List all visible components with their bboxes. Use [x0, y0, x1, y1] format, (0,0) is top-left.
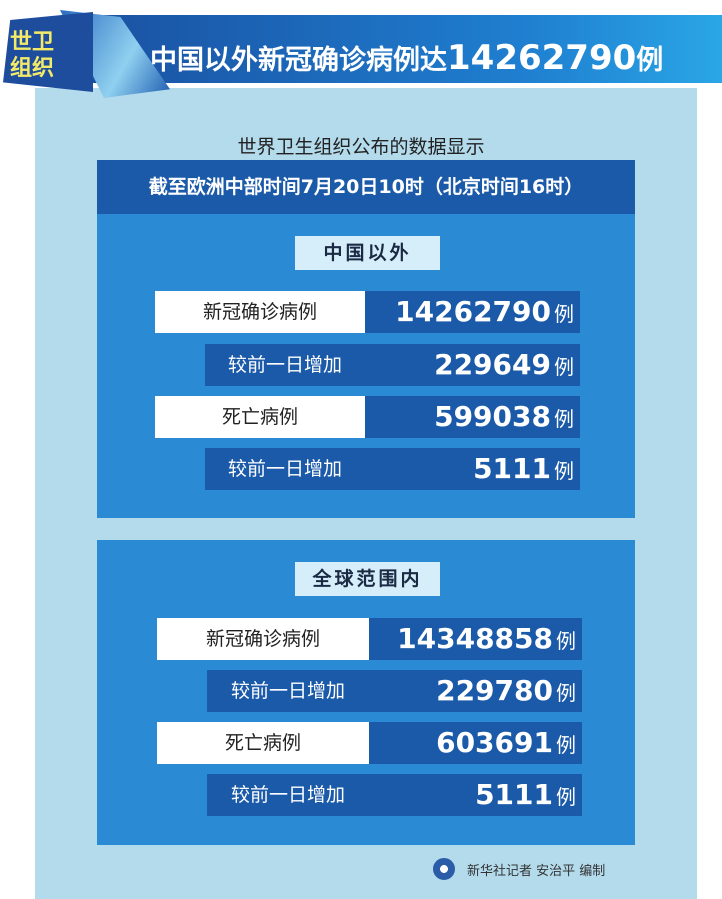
- date-line: 截至欧洲中部时间7月20日10时（北京时间16时）: [97, 160, 635, 214]
- stat-number: 229649: [434, 348, 551, 381]
- stat-unit: 例: [554, 355, 574, 379]
- stat-value: 603691 例: [369, 722, 582, 764]
- stat-unit: 例: [556, 785, 576, 809]
- title-prefix: 中国以外新冠确诊病例达: [150, 45, 447, 76]
- stat-label: 死亡病例: [157, 722, 369, 764]
- stat-label: 死亡病例: [155, 396, 365, 438]
- stat-value: 14262790 例: [365, 291, 580, 333]
- title-number: 14262790: [447, 38, 637, 78]
- stat-row: 死亡病例 599038 例: [97, 396, 635, 438]
- credit-text: 新华社记者 安治平 编制: [467, 863, 606, 879]
- stat-value: 599038 例: [365, 396, 580, 438]
- stat-number: 5111: [475, 778, 553, 811]
- banner-tag-text: 世卫组织: [10, 30, 55, 81]
- xinhua-logo-icon: [433, 858, 455, 880]
- stat-number: 603691: [436, 726, 553, 759]
- stat-row: 较前一日增加 5111 例: [97, 448, 635, 490]
- stat-label: 较前一日增加: [205, 344, 365, 386]
- stat-label: 较前一日增加: [205, 448, 365, 490]
- stat-value: 229649 例: [365, 344, 580, 386]
- stat-row: 较前一日增加 5111 例: [97, 774, 635, 816]
- stat-number: 14262790: [395, 295, 551, 328]
- section-global: 全球范围内 新冠确诊病例 14348858 例较前一日增加 229780 例死亡病例 603…: [97, 540, 635, 845]
- stat-unit: 例: [554, 459, 574, 483]
- stat-number: 5111: [473, 452, 551, 485]
- stat-value: 5111 例: [369, 774, 582, 816]
- stat-label: 新冠确诊病例: [155, 291, 365, 333]
- title-banner: 世卫组织 中国以外新冠确诊病例达14262790例: [0, 10, 722, 98]
- stat-row: 较前一日增加 229780 例: [97, 670, 635, 712]
- stat-unit: 例: [554, 407, 574, 431]
- stat-row: 较前一日增加 229649 例: [97, 344, 635, 386]
- stat-row: 死亡病例 603691 例: [97, 722, 635, 764]
- stat-row: 新冠确诊病例 14262790 例: [97, 291, 635, 333]
- stat-number: 14348858: [397, 622, 553, 655]
- stat-label: 较前一日增加: [207, 774, 369, 816]
- intro-text: 世界卫生组织公布的数据显示: [237, 136, 485, 158]
- section-outside-china: 中国以外 新冠确诊病例 14262790 例较前一日增加 229649 例死亡病例 5990…: [97, 214, 635, 518]
- stat-label: 新冠确诊病例: [157, 618, 369, 660]
- stat-value: 5111 例: [365, 448, 580, 490]
- banner-tag: [3, 12, 93, 92]
- stat-number: 229780: [436, 674, 553, 707]
- title-suffix: 例: [636, 45, 664, 76]
- stat-number: 599038: [434, 400, 551, 433]
- section-title: 全球范围内: [295, 562, 440, 596]
- stat-label: 较前一日增加: [207, 670, 369, 712]
- stat-row: 新冠确诊病例 14348858 例: [97, 618, 635, 660]
- section-title: 中国以外: [295, 236, 440, 270]
- credit: 新华社记者 安治平 编制: [433, 858, 605, 880]
- stat-value: 229780 例: [369, 670, 582, 712]
- stat-unit: 例: [554, 302, 574, 326]
- stat-unit: 例: [556, 733, 576, 757]
- stat-value: 14348858 例: [369, 618, 582, 660]
- banner-title: 中国以外新冠确诊病例达14262790例: [150, 38, 663, 78]
- stat-unit: 例: [556, 681, 576, 705]
- banner-bar: [70, 15, 722, 83]
- stat-unit: 例: [556, 629, 576, 653]
